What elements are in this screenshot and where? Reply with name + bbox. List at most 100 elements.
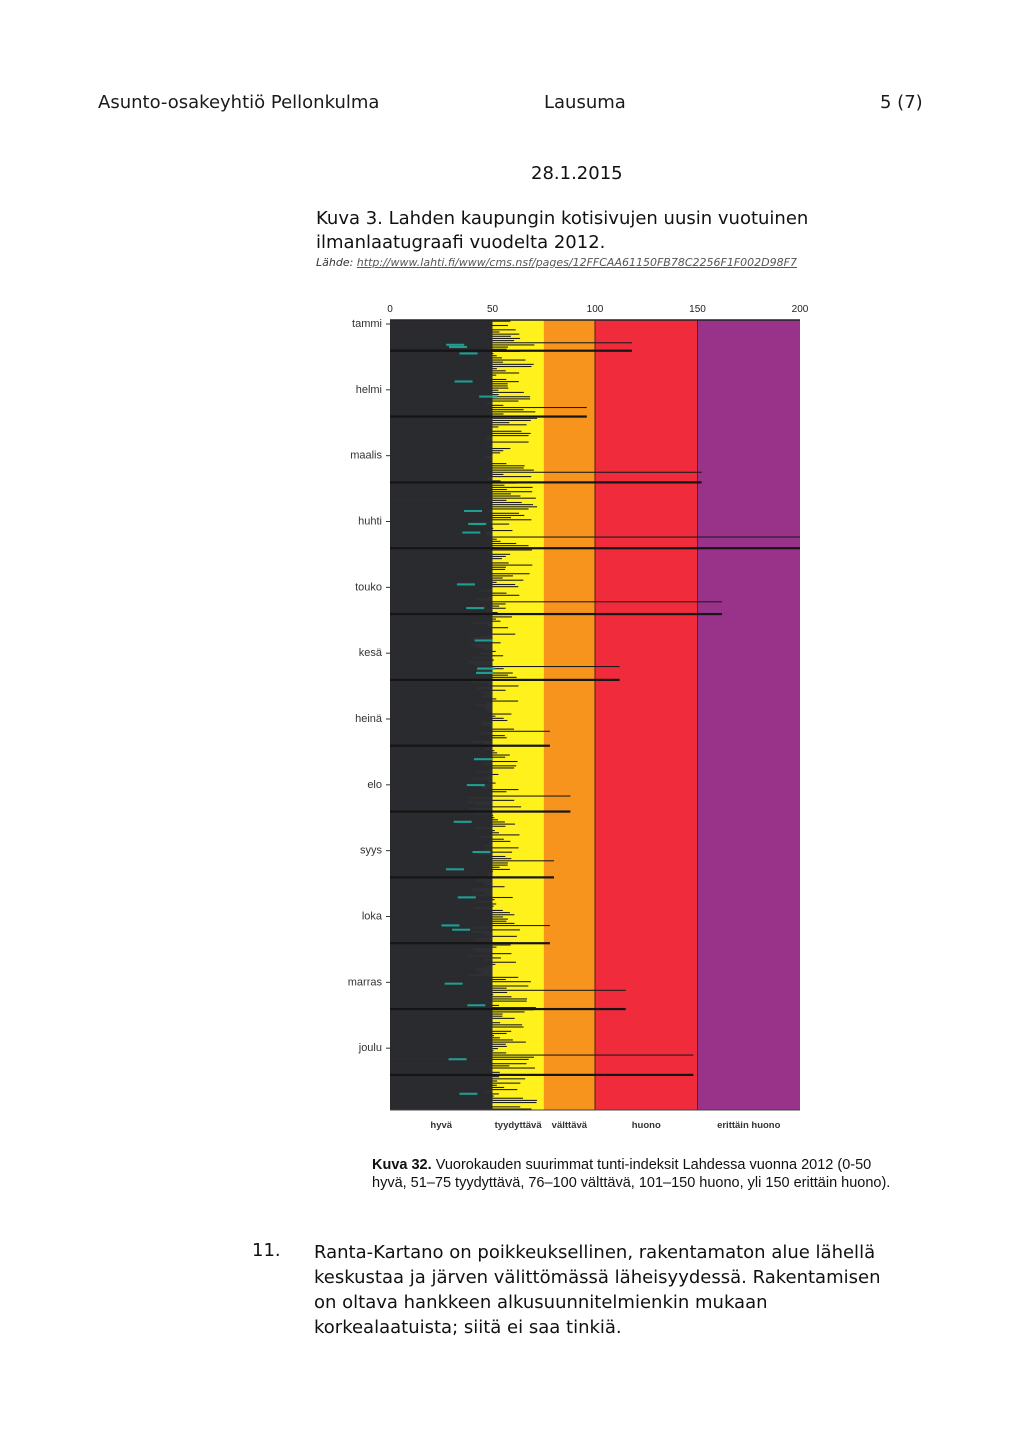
day-bar-over bbox=[492, 920, 507, 922]
day-bar-base bbox=[390, 926, 474, 929]
day-bar-base bbox=[390, 907, 475, 910]
day-bar-base bbox=[390, 935, 493, 938]
day-bar-over bbox=[492, 484, 505, 486]
day-bar-base bbox=[390, 376, 490, 379]
day-bar-over bbox=[492, 821, 505, 823]
day-bar-over bbox=[492, 406, 587, 409]
day-bar-base bbox=[390, 980, 493, 983]
day-bar-base bbox=[390, 520, 488, 523]
day-bar-base bbox=[390, 922, 493, 925]
day-bar-over bbox=[492, 549, 532, 551]
day-bar-over bbox=[492, 506, 538, 508]
day-bar-over bbox=[492, 1011, 525, 1013]
day-bar-over bbox=[492, 1084, 497, 1086]
day-bar-over bbox=[492, 1082, 521, 1084]
day-bar-base bbox=[390, 730, 493, 733]
day-bar-over bbox=[492, 1095, 494, 1097]
day-bar-over bbox=[492, 592, 507, 594]
day-bar-base bbox=[390, 451, 493, 454]
day-bar-base bbox=[390, 913, 493, 916]
day-bar-base bbox=[390, 417, 493, 420]
day-bar-base bbox=[390, 389, 493, 392]
day-bar-over bbox=[492, 717, 504, 719]
day-bar-base bbox=[390, 1006, 493, 1009]
day-bar-base bbox=[390, 326, 489, 329]
day-bar-base bbox=[390, 373, 493, 377]
day-bar-base bbox=[390, 522, 493, 526]
day-bar-base bbox=[390, 591, 493, 595]
day-bar-base bbox=[390, 881, 483, 884]
day-bar-base bbox=[390, 682, 488, 685]
day-bar-base bbox=[390, 829, 493, 832]
day-bar-base bbox=[390, 563, 493, 567]
day-bar-over bbox=[492, 905, 494, 907]
day-bar-base bbox=[390, 617, 493, 621]
day-bar-over bbox=[492, 672, 513, 674]
header-page-number: 5 (7) bbox=[880, 92, 923, 113]
day-bar-accent bbox=[473, 758, 492, 761]
day-bar-accent bbox=[459, 1092, 478, 1095]
day-bar-over bbox=[492, 1052, 507, 1054]
day-bar-base bbox=[390, 471, 493, 474]
day-bar-base bbox=[390, 324, 493, 327]
day-bar-over bbox=[492, 1015, 503, 1017]
day-bar-base bbox=[390, 1097, 493, 1100]
day-bar-base bbox=[390, 585, 493, 588]
day-bar-over bbox=[492, 1043, 506, 1045]
day-bar-base bbox=[390, 740, 472, 744]
day-bar-base bbox=[390, 933, 483, 936]
day-bar-base bbox=[390, 965, 487, 968]
chart-caption-text: Vuorokauden suurimmat tunti-indeksit Lah… bbox=[372, 1157, 891, 1191]
day-bar-accent bbox=[457, 896, 476, 899]
day-bar-accent bbox=[466, 607, 485, 610]
day-bar-base bbox=[390, 548, 493, 551]
day-bar-base bbox=[390, 1002, 490, 1005]
figure-source: Lähde: http://www.lahti.fi/www/cms.nsf/p… bbox=[316, 256, 797, 269]
day-bar-base bbox=[390, 976, 493, 979]
day-bar-base bbox=[390, 732, 480, 735]
day-bar-base bbox=[390, 861, 493, 864]
day-bar-base bbox=[390, 1053, 493, 1057]
day-bar-over bbox=[492, 523, 510, 525]
day-bar-base bbox=[390, 1015, 493, 1018]
day-bar-base bbox=[390, 479, 493, 482]
day-bar-base bbox=[390, 799, 493, 802]
day-bar-base bbox=[390, 421, 493, 424]
day-bar-over bbox=[492, 795, 571, 797]
day-bar-over bbox=[492, 447, 511, 450]
day-bar-base bbox=[390, 1107, 493, 1110]
day-bar-accent bbox=[472, 850, 491, 854]
day-bar-base bbox=[390, 758, 473, 761]
day-bar-over bbox=[492, 400, 519, 402]
day-bar-over bbox=[492, 493, 511, 495]
day-bar-base bbox=[390, 900, 476, 903]
day-bar-over bbox=[492, 536, 800, 538]
day-bar-base bbox=[390, 475, 493, 478]
day-bar-over bbox=[492, 495, 521, 497]
day-bar-over bbox=[492, 676, 517, 678]
day-bar-base bbox=[390, 993, 493, 996]
day-bar-base bbox=[390, 1036, 493, 1039]
day-bar-base bbox=[390, 468, 493, 472]
day-bar-base bbox=[390, 367, 493, 370]
figure-caption: Kuva 3. Lahden kaupungin kotisivujen uus… bbox=[316, 208, 809, 253]
day-bar-base bbox=[390, 760, 493, 763]
day-bar-over bbox=[492, 542, 517, 545]
chart-caption: Kuva 32. Vuorokauden suurimmat tunti-ind… bbox=[372, 1156, 892, 1192]
day-bar-over bbox=[492, 1007, 536, 1009]
day-bar-base bbox=[390, 689, 493, 692]
day-bar-over bbox=[492, 361, 503, 363]
day-bar-over bbox=[492, 991, 508, 994]
day-bar-base bbox=[390, 1058, 493, 1061]
day-bar-base bbox=[390, 1081, 493, 1085]
day-bar-over bbox=[492, 417, 538, 419]
source-link[interactable]: http://www.lahti.fi/www/cms.nsf/pages/12… bbox=[356, 256, 797, 269]
day-bar-accent bbox=[448, 1058, 467, 1061]
day-bar-base bbox=[390, 753, 493, 757]
day-bar-base bbox=[390, 358, 493, 362]
day-bar-base bbox=[390, 1099, 493, 1102]
day-bar-over bbox=[492, 1037, 500, 1039]
day-bar-base bbox=[390, 594, 493, 597]
day-bar-base bbox=[390, 1103, 491, 1106]
day-bar-base bbox=[390, 650, 493, 653]
